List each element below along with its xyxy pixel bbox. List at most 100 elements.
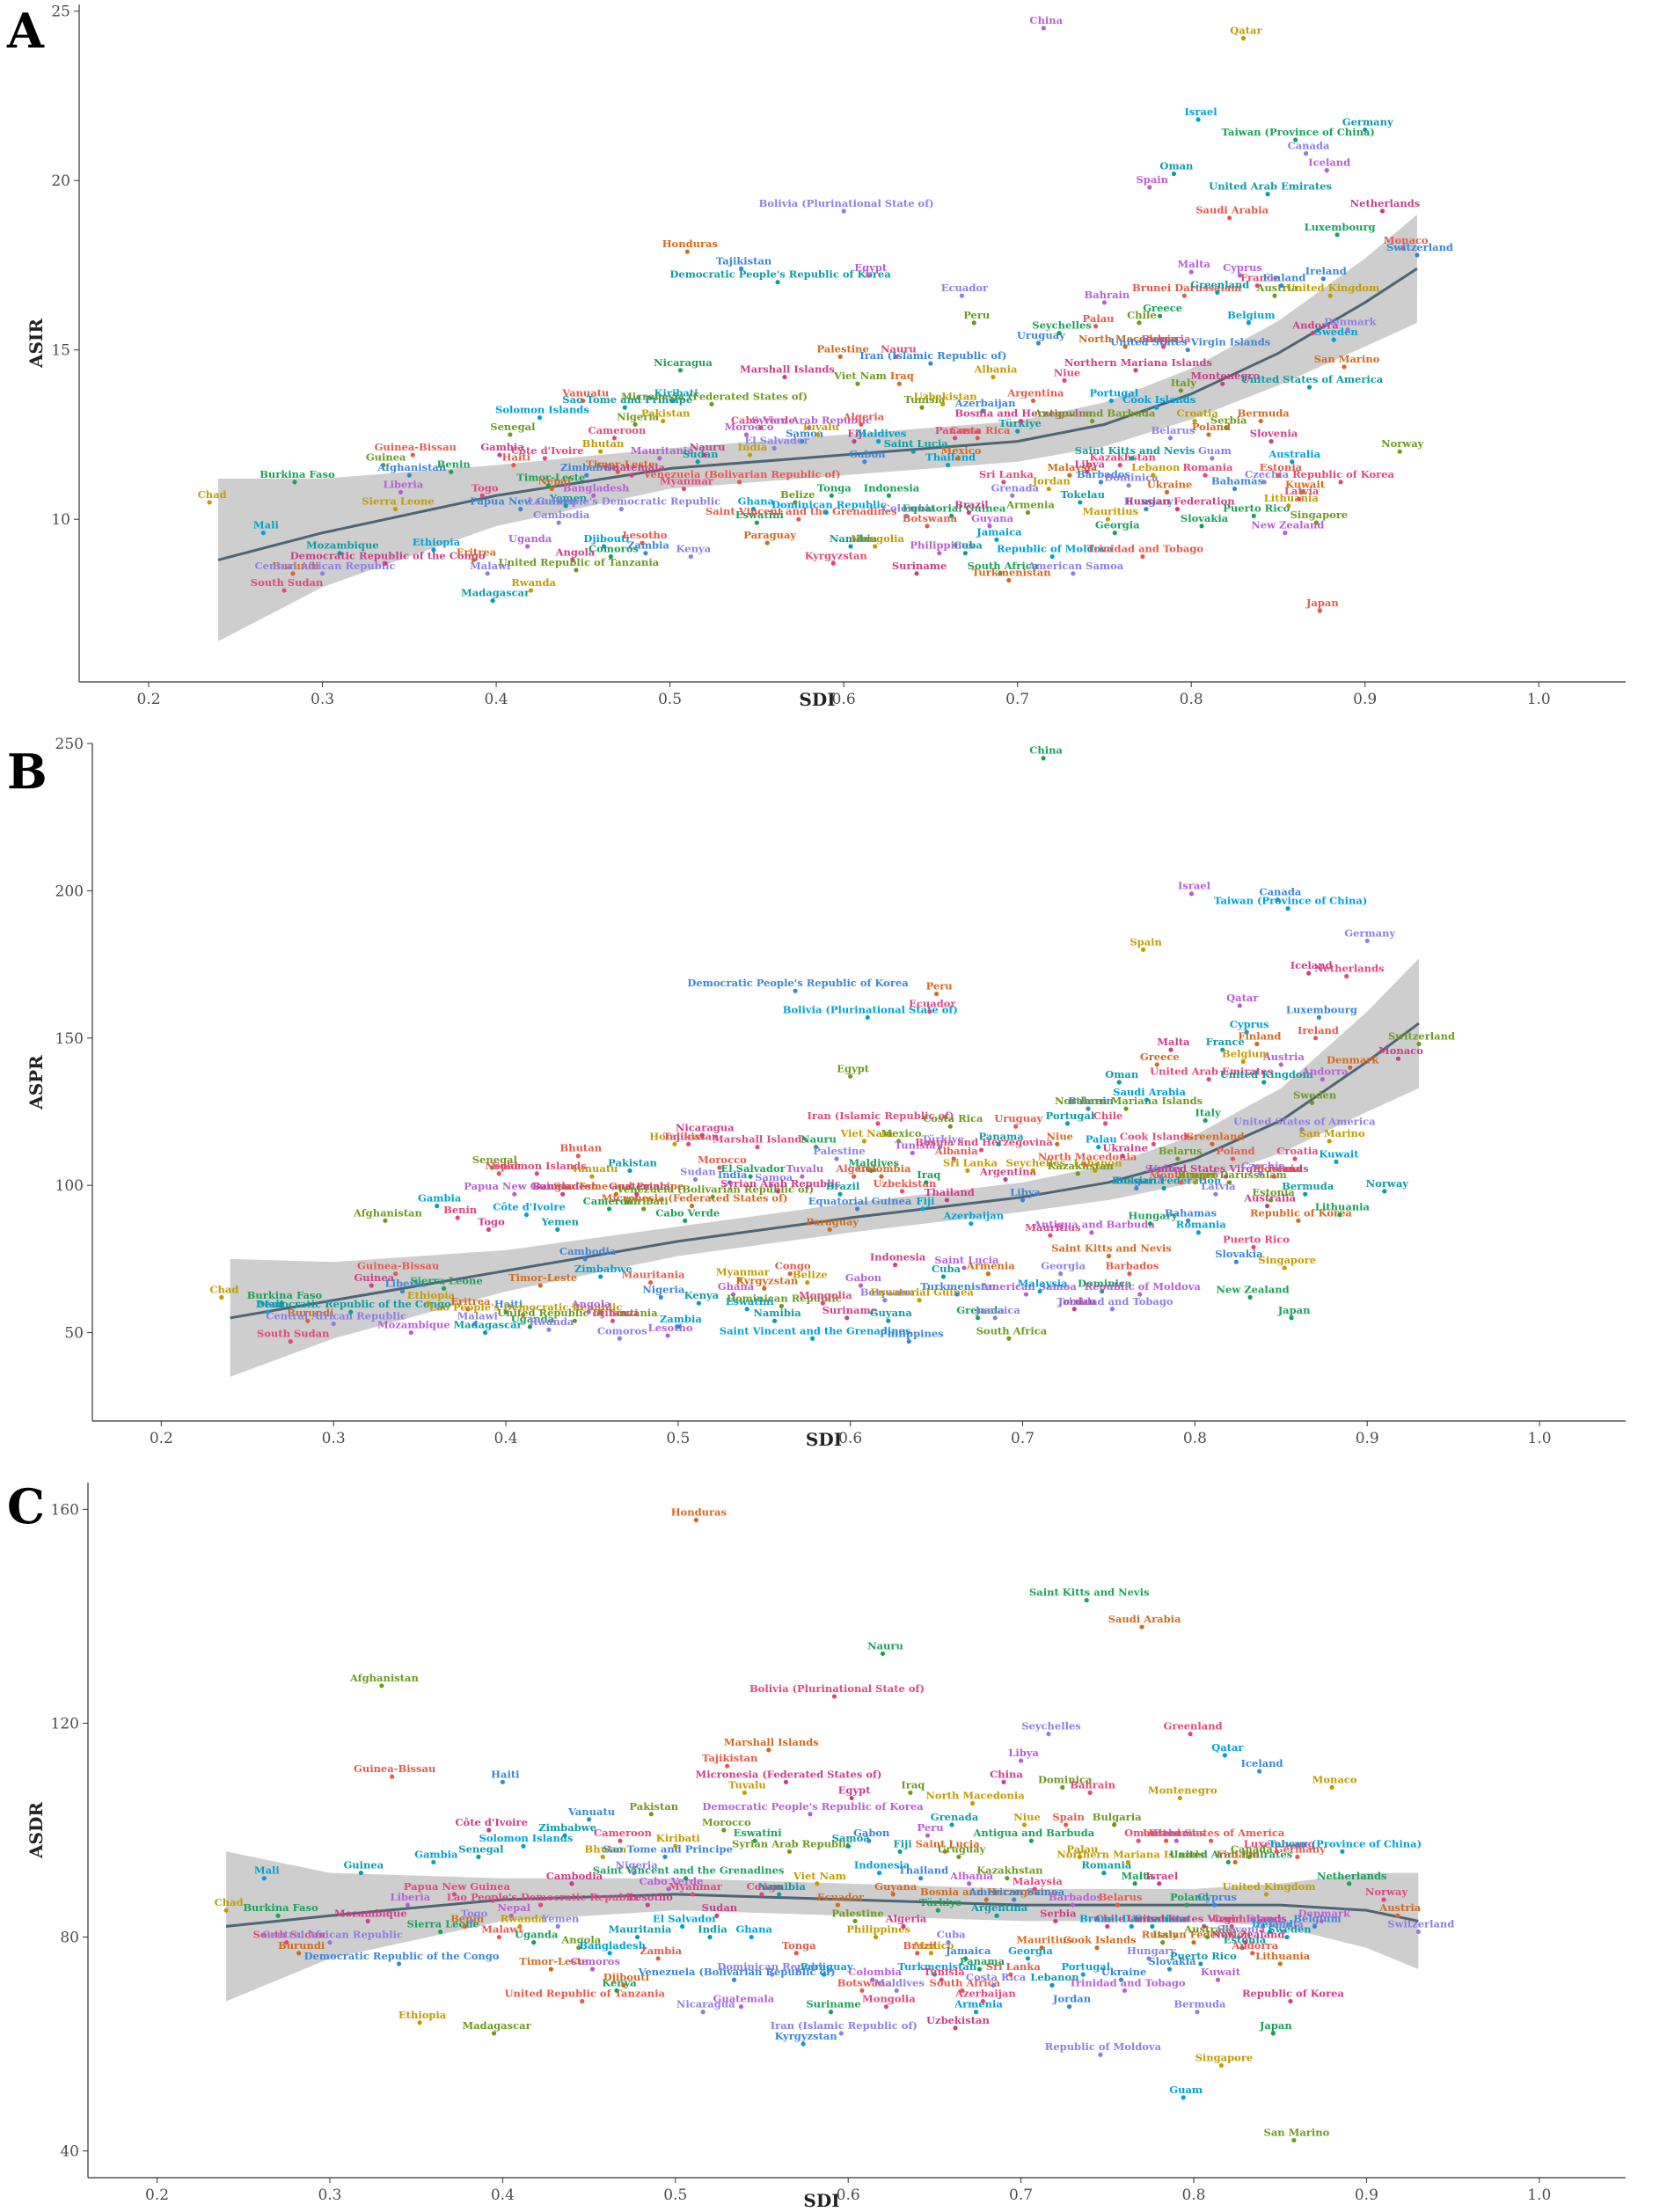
point-label: Timor-Leste — [508, 1271, 577, 1284]
data-point — [837, 354, 843, 359]
point-label: Brazil — [954, 499, 989, 511]
point-label: Cameroon — [594, 1827, 652, 1839]
point-label: American Samoa — [968, 1886, 1064, 1898]
data-point — [586, 1309, 591, 1315]
point-label: El Salvador — [721, 1162, 786, 1175]
point-label: Nigeria — [616, 1859, 659, 1871]
data-point — [1258, 1171, 1263, 1176]
point-label: Colombia — [858, 1162, 911, 1175]
point-label: Togo — [472, 481, 499, 494]
data-point — [1415, 1929, 1421, 1935]
point-label: Chad — [215, 1896, 244, 1908]
data-point — [859, 1988, 865, 1993]
point-label: Cook Islands — [1122, 393, 1195, 406]
point-label: Azerbaijan — [942, 1210, 1004, 1222]
point-label: Ukraine — [1101, 1966, 1147, 1978]
data-point — [1237, 1003, 1242, 1008]
x-tick-label: 0.2 — [136, 691, 160, 708]
data-point — [932, 1972, 937, 1977]
point-label: Yemen — [549, 492, 588, 504]
point-label: Jordan — [1052, 1993, 1092, 2005]
data-point — [808, 1812, 813, 1817]
point-label: Bangladesh — [579, 1939, 646, 1952]
point-label: Libya — [1010, 1186, 1041, 1198]
data-point — [1254, 1041, 1260, 1047]
point-label: India — [738, 441, 768, 453]
data-point — [935, 1908, 940, 1913]
point-label: Lebanon — [1131, 461, 1181, 473]
point-label: Australia — [1268, 448, 1320, 460]
point-label: Jordan — [1032, 475, 1071, 487]
point-label: Palau — [1066, 1842, 1098, 1855]
point-label: El Salvador — [745, 434, 810, 446]
y-tick-label: 20 — [51, 172, 70, 190]
point-label: Estonia — [1224, 1934, 1267, 1946]
data-point — [1093, 1168, 1098, 1174]
y-tick-label: 50 — [64, 1325, 84, 1343]
data-point — [934, 991, 940, 997]
x-tick-label: 0.3 — [318, 2186, 341, 2204]
data-point — [1206, 1077, 1211, 1082]
data-point — [855, 381, 860, 386]
point-label: Niue — [1054, 366, 1081, 378]
data-point — [1265, 1204, 1270, 1209]
point-label: Monaco — [1312, 1773, 1357, 1785]
data-point — [944, 1198, 949, 1203]
x-tick-label: 0.6 — [837, 2186, 860, 2204]
point-label: Chile — [1093, 1110, 1123, 1122]
data-point — [1284, 1934, 1290, 1940]
data-point — [657, 456, 662, 461]
point-label: Zambia — [640, 1945, 682, 1957]
y-tick-label: 160 — [51, 1501, 79, 1519]
data-point — [632, 1871, 637, 1876]
data-point — [542, 456, 547, 461]
point-label: Angola — [560, 1934, 601, 1946]
point-label: Greece — [1149, 1827, 1188, 1839]
point-label: Brunei Darussalam — [1132, 282, 1241, 294]
point-label: Kyrgyzstan — [805, 549, 868, 561]
data-point — [1160, 1940, 1166, 1945]
data-point — [925, 524, 930, 529]
point-label: Iraq — [901, 1778, 925, 1791]
point-label: Greece — [1143, 302, 1182, 314]
data-point — [666, 1886, 671, 1892]
data-point — [955, 456, 961, 461]
point-label: Japan — [1305, 597, 1339, 609]
point-label: Northern Mariana Islands — [1056, 1848, 1204, 1860]
point-label: Monaco — [1378, 1044, 1423, 1057]
data-point — [673, 1843, 678, 1849]
point-label: Australia — [1183, 1923, 1236, 1936]
x-axis-title: SDI — [806, 1429, 842, 1450]
point-label: Gabon — [845, 1271, 882, 1284]
data-point — [496, 1934, 502, 1940]
data-point — [223, 1908, 229, 1913]
point-label: Micronesia (Federated States of) — [602, 1192, 788, 1205]
point-label: Uzbekistan — [914, 390, 977, 402]
point-label: Lebanon — [1030, 1971, 1079, 1983]
point-label: France — [1206, 1036, 1245, 1048]
point-label: Belarus — [1152, 424, 1195, 436]
data-point — [1127, 1271, 1132, 1277]
point-label: Bangladesh — [563, 481, 630, 494]
data-point — [813, 1145, 819, 1150]
point-label: Guinea — [343, 1859, 384, 1871]
data-point — [801, 2041, 806, 2047]
point-label: Cuba — [954, 539, 983, 552]
point-label: Peru — [917, 1821, 943, 1834]
data-point — [699, 1132, 705, 1138]
data-point — [946, 463, 951, 468]
point-label: Rwanda — [501, 1912, 545, 1924]
point-label: Niue — [1046, 1130, 1073, 1142]
point-label: Malta — [1122, 1870, 1155, 1882]
point-label: Switzerland — [1386, 241, 1453, 253]
point-label: Lebanon — [1073, 1156, 1122, 1168]
data-point — [980, 408, 985, 414]
point-label: Lithuania — [1255, 1950, 1311, 1962]
data-point — [991, 1982, 996, 1988]
data-point — [610, 1318, 616, 1323]
data-point — [1115, 1902, 1121, 1908]
data-point — [800, 1174, 805, 1179]
data-point — [1290, 459, 1295, 465]
point-label: Taiwan (Province of China) — [1269, 1837, 1422, 1849]
point-label: Bulgaria — [1142, 333, 1191, 345]
